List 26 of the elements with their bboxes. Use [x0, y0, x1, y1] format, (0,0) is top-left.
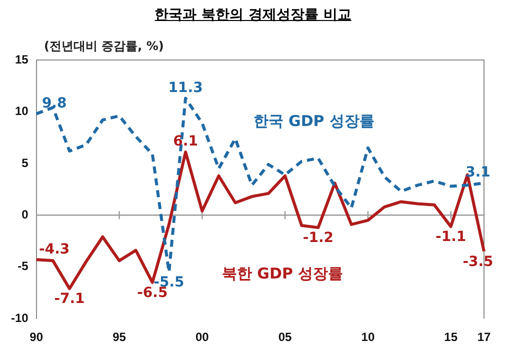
x-tick-label: 15: [444, 330, 458, 344]
text: 북한 GDP 성장률: [222, 264, 344, 283]
y-tick-label: -10: [11, 310, 29, 325]
y-tick-label: 10: [14, 104, 29, 118]
data-label: -1.1: [436, 229, 466, 246]
x-tick-label: 10: [361, 330, 375, 344]
x-tick-label: 95: [112, 330, 126, 344]
y-tick-label: 15: [14, 52, 29, 66]
data-label: 3.1: [466, 164, 490, 181]
chart-title: 한국과 북한의 경제성장률 비교: [154, 7, 352, 23]
x-tick-label: 00: [195, 330, 210, 344]
x-tick-label: 90: [30, 330, 44, 344]
y-tick-label: 5: [22, 156, 29, 170]
y-axis-title: (전년대비 증감률, %): [44, 38, 164, 55]
data-label: 11.3: [168, 80, 203, 96]
data-label: -3.5: [462, 254, 494, 270]
data-label: -7.1: [54, 291, 85, 308]
data-label: -4.3: [39, 241, 70, 258]
x-tick-label: 05: [278, 330, 292, 344]
data-label: -1.2: [302, 230, 334, 246]
y-tick-label: -5: [18, 259, 29, 274]
y-tick-label: 0: [22, 207, 29, 222]
data-label: 9.8: [42, 95, 67, 112]
data-label: 6.1: [173, 134, 198, 150]
x-tick-label: 17: [477, 330, 491, 344]
series-label: 한국 GDP 성장률: [253, 112, 374, 130]
